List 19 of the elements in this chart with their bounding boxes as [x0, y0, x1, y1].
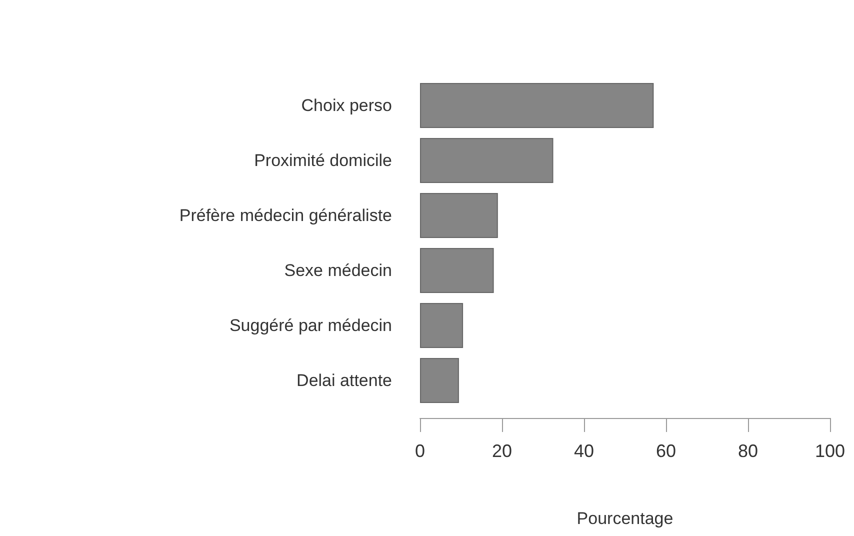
y-tick-label: Delai attente [296, 371, 392, 390]
bar [420, 302, 464, 348]
y-tick-label: Choix perso [301, 96, 392, 115]
y-tick-label: Préfère médecin généraliste [179, 206, 392, 225]
bar [420, 358, 459, 404]
bar [420, 192, 498, 238]
x-tick-label: 20 [492, 441, 512, 461]
bar [420, 248, 494, 294]
y-tick-label: Proximité domicile [254, 151, 392, 170]
y-tick-label: Suggéré par médecin [229, 316, 392, 335]
x-tick-label: 0 [414, 441, 426, 461]
x-tick-label: 60 [656, 441, 676, 461]
x-tick-label: 100 [814, 441, 846, 461]
x-axis-title: Pourcentage [576, 509, 674, 528]
x-tick-label: 80 [738, 441, 758, 461]
bar [420, 138, 554, 184]
x-tick-label: 40 [574, 441, 594, 461]
y-tick-label: Sexe médecin [284, 261, 392, 280]
bar [420, 82, 654, 128]
